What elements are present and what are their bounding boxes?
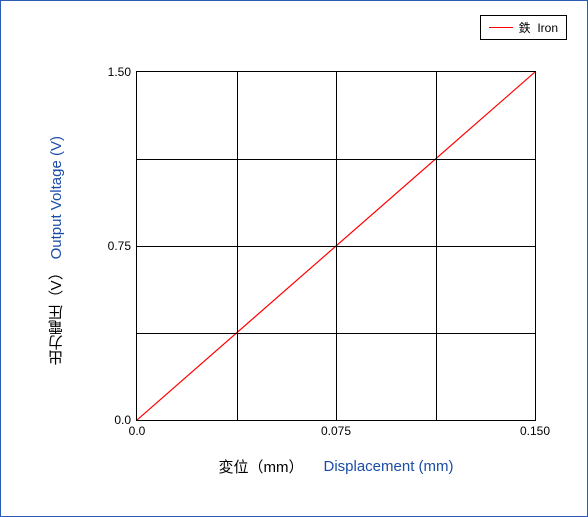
y-tick-label: 1.50	[91, 65, 137, 79]
x-axis-title-jp: 変位（mm）	[218, 456, 303, 477]
grid-line-horizontal	[137, 333, 535, 334]
y-tick-label: 0.75	[91, 239, 137, 253]
plot-area: 0.00.751.500.00.0750.150	[136, 71, 536, 421]
x-tick-label: 0.075	[321, 420, 351, 438]
legend: 鉄 Iron	[480, 15, 567, 40]
legend-label-iron: 鉄 Iron	[519, 19, 558, 36]
x-axis-title: 変位（mm） Displacement (mm)	[136, 456, 536, 477]
y-axis-title: 出力電圧（V） Output Voltage (V)	[46, 136, 67, 365]
grid-line-horizontal	[137, 246, 535, 247]
x-tick-label: 0.150	[520, 420, 550, 438]
legend-label-jp: 鉄	[519, 21, 531, 35]
y-axis-title-en: Output Voltage (V)	[48, 136, 65, 259]
legend-label-en: Iron	[537, 21, 558, 35]
grid-line-horizontal	[137, 159, 535, 160]
x-axis-title-en: Displacement (mm)	[323, 458, 453, 475]
legend-swatch-iron	[489, 27, 513, 28]
y-axis-title-jp: 出力電圧（V）	[46, 265, 67, 365]
x-tick-label: 0.0	[129, 420, 146, 438]
chart-frame: 鉄 Iron 0.00.751.500.00.0750.150 出力電圧（V） …	[0, 0, 588, 517]
